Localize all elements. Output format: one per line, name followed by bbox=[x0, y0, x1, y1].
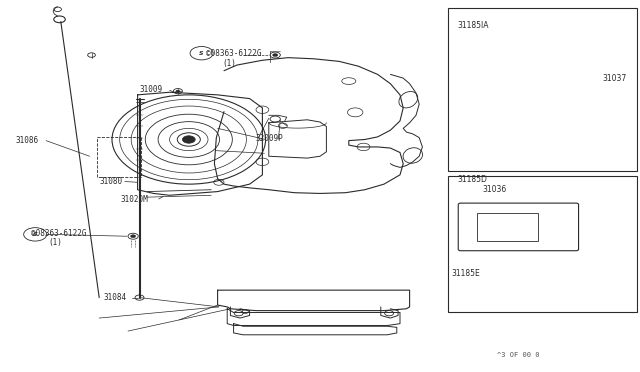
Bar bbox=[477, 213, 538, 241]
Circle shape bbox=[623, 28, 628, 31]
Text: 31020M: 31020M bbox=[120, 195, 148, 203]
Text: 31185IA: 31185IA bbox=[458, 21, 489, 30]
Circle shape bbox=[273, 54, 278, 57]
Text: 31185D: 31185D bbox=[458, 175, 488, 184]
Text: 31080: 31080 bbox=[99, 177, 122, 186]
Text: (1): (1) bbox=[48, 238, 62, 247]
Bar bbox=[448, 176, 637, 312]
Circle shape bbox=[131, 235, 136, 238]
Text: ©08363-6122G: ©08363-6122G bbox=[206, 49, 262, 58]
Text: S: S bbox=[199, 51, 204, 56]
Text: 32009P: 32009P bbox=[256, 134, 284, 143]
Circle shape bbox=[176, 90, 180, 92]
Text: ^3 OF 00 0: ^3 OF 00 0 bbox=[497, 352, 540, 358]
Text: ©08363-6122G: ©08363-6122G bbox=[31, 229, 86, 238]
Text: 31084: 31084 bbox=[104, 293, 127, 302]
Text: S: S bbox=[33, 232, 38, 237]
Text: 31009: 31009 bbox=[140, 85, 163, 94]
Text: 31036: 31036 bbox=[482, 185, 506, 193]
Text: 31037: 31037 bbox=[603, 74, 627, 83]
Text: 31086: 31086 bbox=[16, 136, 39, 145]
Bar bbox=[448, 8, 637, 171]
Circle shape bbox=[182, 136, 195, 143]
Text: (1): (1) bbox=[223, 59, 237, 68]
Bar bbox=[97, 137, 141, 177]
Text: 31185E: 31185E bbox=[451, 269, 480, 278]
